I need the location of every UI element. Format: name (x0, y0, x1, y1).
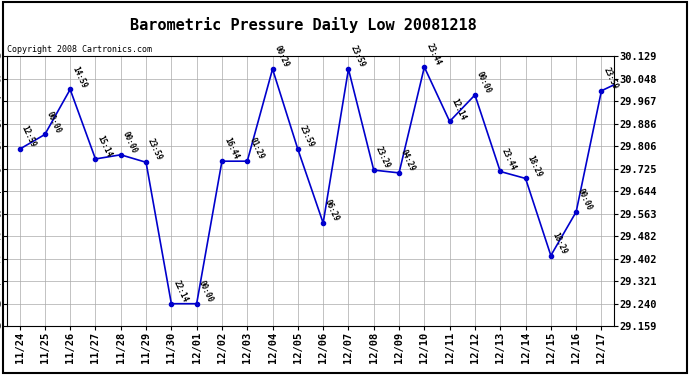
Text: Copyright 2008 Cartronics.com: Copyright 2008 Cartronics.com (7, 45, 152, 54)
Text: 23:29: 23:29 (374, 146, 392, 170)
Text: 00:00: 00:00 (121, 130, 139, 155)
Text: Barometric Pressure Daily Low 20081218: Barometric Pressure Daily Low 20081218 (130, 17, 477, 33)
Text: 23:44: 23:44 (500, 147, 518, 171)
Text: 00:29: 00:29 (273, 44, 290, 69)
Text: 18:29: 18:29 (526, 154, 544, 178)
Text: 23:59: 23:59 (298, 124, 316, 149)
Text: 18:29: 18:29 (551, 231, 569, 255)
Text: 23:59: 23:59 (146, 138, 164, 162)
Text: 01:29: 01:29 (247, 136, 265, 161)
Text: 04:29: 04:29 (399, 148, 417, 173)
Text: 00:00: 00:00 (45, 110, 63, 135)
Text: 23:44: 23:44 (424, 42, 442, 67)
Text: 14:59: 14:59 (70, 64, 88, 89)
Text: 00:43: 00:43 (0, 374, 1, 375)
Text: 23:59: 23:59 (348, 44, 366, 69)
Text: 00:00: 00:00 (475, 70, 493, 95)
Text: 12:59: 12:59 (19, 124, 37, 149)
Text: 16:44: 16:44 (222, 136, 240, 161)
Text: 22:14: 22:14 (171, 279, 189, 304)
Text: 12:14: 12:14 (450, 97, 468, 122)
Text: 23:59: 23:59 (602, 66, 620, 91)
Text: 00:00: 00:00 (576, 187, 594, 212)
Text: 06:29: 06:29 (323, 198, 341, 223)
Text: 00:00: 00:00 (197, 279, 215, 304)
Text: 15:14: 15:14 (95, 134, 113, 159)
